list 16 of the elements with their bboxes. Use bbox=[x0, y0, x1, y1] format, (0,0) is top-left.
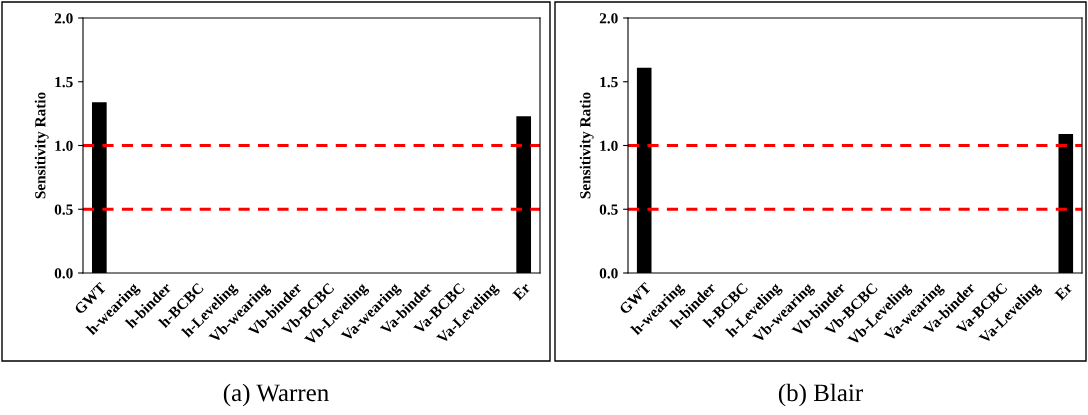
y-tick-label: 0.0 bbox=[54, 268, 73, 279]
y-tick-label: 1.5 bbox=[600, 76, 618, 88]
text: (a) Warren bbox=[223, 383, 329, 407]
y-tick-label: 2.0 bbox=[54, 13, 73, 24]
x-tick-label: Er bbox=[512, 281, 531, 301]
text: (b) Blair bbox=[778, 383, 863, 407]
x-tick-label: Er bbox=[1054, 281, 1074, 301]
y-tick-label: 2.0 bbox=[599, 13, 618, 24]
y-tick-label: 1.5 bbox=[55, 76, 73, 88]
y-axis-title: Sensitivity Ratio bbox=[579, 92, 594, 199]
y-tick-label: 0.0 bbox=[599, 268, 618, 279]
y-tick-label: 0.5 bbox=[599, 204, 618, 215]
y-tick-label: 1.0 bbox=[55, 140, 73, 152]
y-tick-label: 0.5 bbox=[54, 204, 73, 215]
y-tick-label: 1.0 bbox=[600, 140, 618, 152]
y-axis-title: Sensitivity Ratio bbox=[34, 92, 49, 199]
